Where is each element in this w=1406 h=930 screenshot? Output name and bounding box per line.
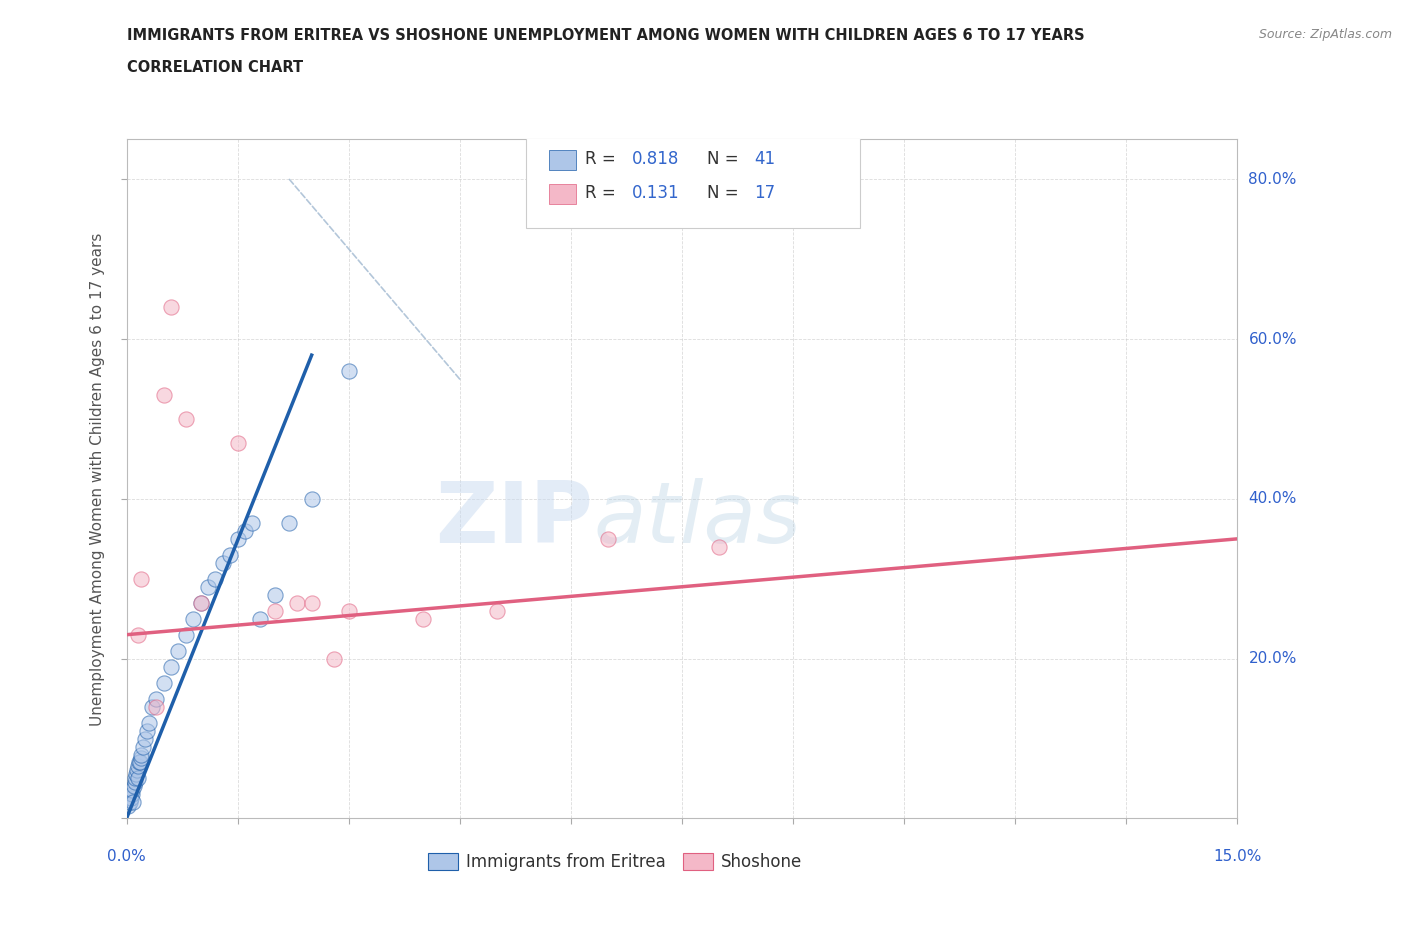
Text: ZIP: ZIP bbox=[436, 478, 593, 561]
Text: Source: ZipAtlas.com: Source: ZipAtlas.com bbox=[1258, 28, 1392, 41]
Text: 15.0%: 15.0% bbox=[1213, 849, 1261, 864]
Point bbox=[485, 604, 508, 618]
Point bbox=[125, 763, 148, 777]
Point bbox=[167, 644, 190, 658]
Text: IMMIGRANTS FROM ERITREA VS SHOSHONE UNEMPLOYMENT AMONG WOMEN WITH CHILDREN AGES : IMMIGRANTS FROM ERITREA VS SHOSHONE UNEM… bbox=[127, 28, 1084, 43]
Point bbox=[337, 604, 360, 618]
Point bbox=[117, 799, 139, 814]
Point bbox=[249, 611, 271, 626]
FancyBboxPatch shape bbox=[548, 183, 576, 204]
Point bbox=[190, 595, 212, 610]
Point bbox=[204, 571, 226, 586]
Point bbox=[138, 715, 160, 730]
Point bbox=[125, 767, 148, 782]
Point bbox=[131, 571, 153, 586]
Point bbox=[211, 555, 233, 570]
Point bbox=[596, 531, 619, 546]
Point bbox=[145, 699, 167, 714]
Point bbox=[337, 364, 360, 379]
Point bbox=[174, 627, 197, 642]
Point bbox=[141, 699, 163, 714]
Point bbox=[233, 524, 256, 538]
Point bbox=[132, 739, 155, 754]
Point bbox=[124, 771, 146, 786]
Point bbox=[263, 604, 285, 618]
Point bbox=[127, 627, 149, 642]
Text: N =: N = bbox=[707, 150, 744, 167]
Point bbox=[285, 595, 308, 610]
FancyBboxPatch shape bbox=[526, 136, 859, 228]
Point bbox=[152, 675, 174, 690]
Point bbox=[226, 531, 249, 546]
Text: 17: 17 bbox=[754, 184, 775, 202]
Text: N =: N = bbox=[707, 184, 744, 202]
Point bbox=[301, 595, 323, 610]
Point bbox=[322, 651, 344, 666]
Point bbox=[129, 751, 152, 766]
Point bbox=[121, 783, 143, 798]
Point bbox=[118, 795, 141, 810]
Point bbox=[120, 791, 142, 806]
Point bbox=[160, 299, 183, 314]
Text: 60.0%: 60.0% bbox=[1249, 332, 1296, 347]
Point bbox=[128, 755, 150, 770]
Point bbox=[219, 548, 242, 563]
Text: 80.0%: 80.0% bbox=[1249, 172, 1296, 187]
Point bbox=[127, 759, 149, 774]
Point bbox=[174, 412, 197, 427]
Text: atlas: atlas bbox=[593, 478, 801, 561]
Point bbox=[134, 731, 156, 746]
Point bbox=[412, 611, 434, 626]
Point bbox=[301, 491, 323, 506]
Point bbox=[278, 515, 301, 530]
Point bbox=[127, 771, 149, 786]
Point bbox=[122, 795, 145, 810]
Text: 0.0%: 0.0% bbox=[107, 849, 146, 864]
Text: 0.818: 0.818 bbox=[631, 150, 679, 167]
Point bbox=[128, 755, 150, 770]
Point bbox=[190, 595, 212, 610]
Text: 0.131: 0.131 bbox=[631, 184, 679, 202]
Text: R =: R = bbox=[585, 184, 627, 202]
Point bbox=[197, 579, 219, 594]
Point bbox=[242, 515, 264, 530]
Point bbox=[145, 691, 167, 706]
Point bbox=[181, 611, 204, 626]
Point bbox=[131, 747, 153, 762]
Text: 20.0%: 20.0% bbox=[1249, 651, 1296, 666]
Text: R =: R = bbox=[585, 150, 621, 167]
Text: CORRELATION CHART: CORRELATION CHART bbox=[127, 60, 302, 75]
Point bbox=[226, 435, 249, 450]
FancyBboxPatch shape bbox=[548, 150, 576, 170]
Point bbox=[160, 659, 183, 674]
Y-axis label: Unemployment Among Women with Children Ages 6 to 17 years: Unemployment Among Women with Children A… bbox=[90, 232, 105, 725]
Point bbox=[124, 775, 146, 790]
Point bbox=[707, 539, 730, 554]
Point bbox=[136, 724, 159, 738]
Point bbox=[152, 388, 174, 403]
Text: 41: 41 bbox=[754, 150, 775, 167]
Point bbox=[263, 588, 285, 603]
Legend: Immigrants from Eritrea, Shoshone: Immigrants from Eritrea, Shoshone bbox=[422, 846, 808, 878]
Text: 40.0%: 40.0% bbox=[1249, 491, 1296, 507]
Point bbox=[121, 787, 143, 802]
Point bbox=[122, 779, 145, 794]
